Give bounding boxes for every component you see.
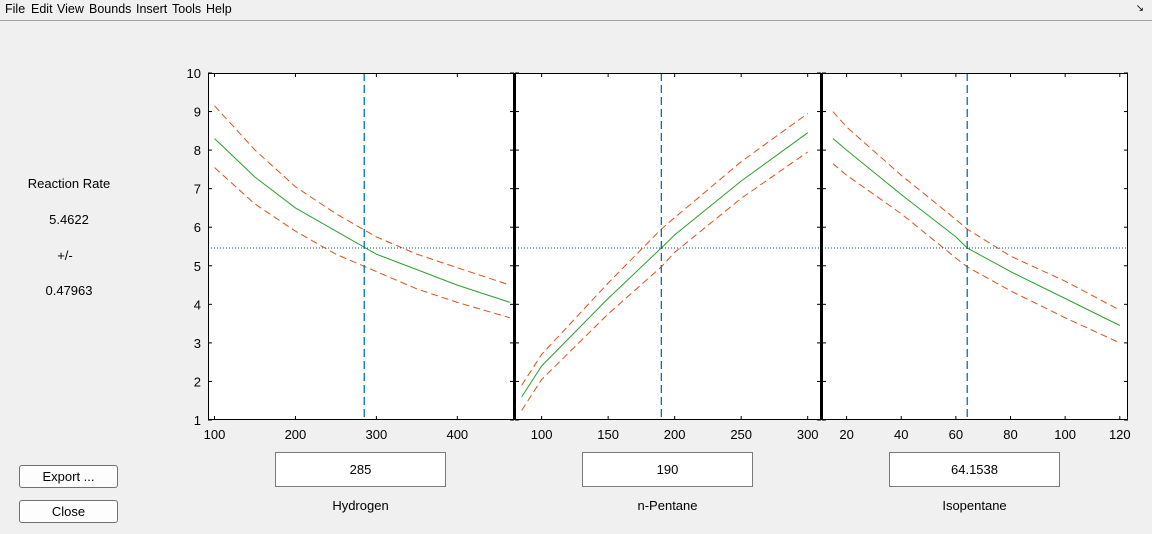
x-tick-label: 250 — [730, 427, 752, 442]
y-tick-label: 3 — [194, 336, 201, 351]
n-pentane-value-input[interactable] — [582, 452, 753, 487]
x-tick-label: 20 — [839, 427, 853, 442]
menu-view[interactable]: View — [57, 2, 84, 16]
plot-area — [208, 73, 514, 420]
response-value: 5.4622 — [49, 212, 89, 227]
x-tick-label: 100 — [1054, 427, 1076, 442]
isopentane-label: Isopentane — [942, 498, 1007, 513]
menu-tools[interactable]: Tools — [172, 2, 202, 16]
y-tick-label: 7 — [194, 182, 201, 197]
menu-file[interactable]: File — [5, 2, 26, 16]
x-tick-label: 300 — [797, 427, 819, 442]
x-tick-label: 100 — [531, 427, 553, 442]
prediction-panel-3: 20 40 60 80 100 120 — [822, 72, 1131, 442]
upper-bound-curve — [832, 111, 1121, 311]
y-tick-label: 4 — [194, 297, 201, 312]
x-tick-label: 400 — [446, 427, 468, 442]
plus-minus-label: +/- — [57, 248, 73, 263]
menu-bar: File Edit View Bounds Insert Tools Help … — [0, 0, 1152, 21]
y-tick-label: 2 — [194, 374, 201, 389]
x-tick-label: 120 — [1109, 427, 1131, 442]
plot-area — [822, 73, 1128, 420]
y-tick-label: 9 — [194, 105, 201, 120]
x-tick-label: 200 — [664, 427, 686, 442]
prediction-panel-1: 100 200 300 400 — [204, 72, 514, 442]
prediction-panel-2: 100 150 200 250 300 — [515, 72, 821, 442]
menu-edit[interactable]: Edit — [31, 2, 53, 16]
export-button[interactable]: Export ... — [19, 465, 118, 488]
n-pentane-label: n-Pentane — [637, 498, 698, 513]
response-label: Reaction Rate — [27, 176, 111, 191]
x-tick-label: 40 — [894, 427, 908, 442]
lower-bound-curve — [832, 163, 1121, 344]
lower-bound-curve — [214, 167, 511, 319]
upper-bound-curve — [214, 105, 511, 286]
menu-help[interactable]: Help — [206, 2, 232, 16]
x-tick-label: 100 — [204, 427, 226, 442]
fit-curve — [832, 138, 1121, 326]
y-tick-label: 1 — [194, 413, 201, 428]
y-tick-label: 6 — [194, 220, 201, 235]
x-tick-label: 150 — [597, 427, 619, 442]
fit-curve — [214, 138, 511, 303]
isopentane-value-input[interactable] — [889, 452, 1060, 487]
y-tick-label: 5 — [194, 259, 201, 274]
plot-area — [515, 73, 821, 420]
y-tick-label: 10 — [187, 66, 201, 81]
x-tick-label: 60 — [949, 427, 963, 442]
hydrogen-value-input[interactable] — [275, 452, 446, 487]
close-button[interactable]: Close — [19, 500, 118, 523]
y-tick-label: 8 — [194, 143, 201, 158]
hydrogen-label: Hydrogen — [332, 498, 389, 513]
y-axis-labels: 1 2 3 4 5 6 7 8 9 10 — [187, 66, 201, 428]
menu-bounds[interactable]: Bounds — [89, 2, 132, 16]
x-tick-label: 300 — [366, 427, 388, 442]
dock-arrow-icon[interactable]: ↘ — [1135, 3, 1144, 14]
confidence-interval-value: 0.47963 — [45, 283, 93, 298]
x-tick-label: 200 — [285, 427, 307, 442]
x-tick-label: 80 — [1003, 427, 1017, 442]
menu-insert[interactable]: Insert — [136, 2, 168, 16]
